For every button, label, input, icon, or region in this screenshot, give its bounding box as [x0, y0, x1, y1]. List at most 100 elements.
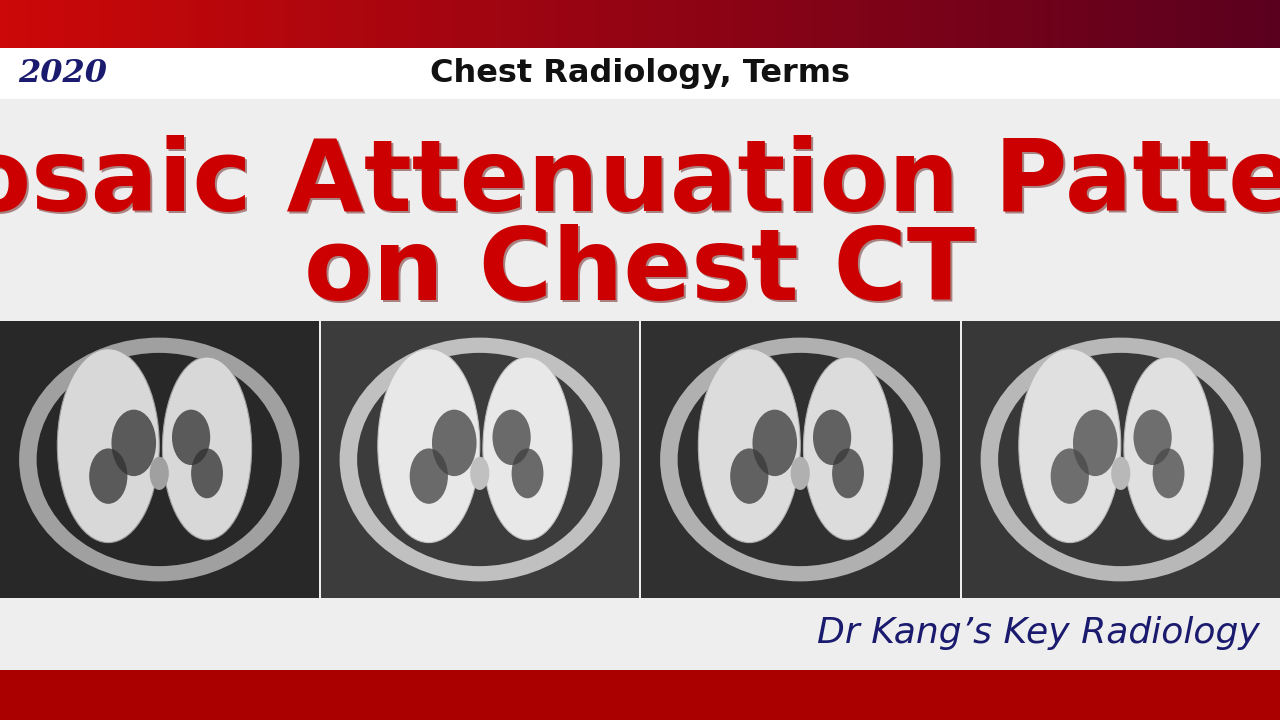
Bar	[282, 0, 285, 48]
Bar	[675, 0, 678, 48]
Bar	[815, 0, 819, 48]
Bar	[644, 0, 649, 48]
Ellipse shape	[410, 449, 448, 504]
Bar	[653, 0, 657, 48]
Bar	[934, 0, 938, 48]
Bar	[154, 0, 157, 48]
Bar	[1212, 0, 1216, 48]
Bar	[294, 0, 298, 48]
Ellipse shape	[1124, 357, 1213, 540]
Bar	[854, 0, 858, 48]
Bar	[1011, 0, 1015, 48]
Bar	[1092, 0, 1097, 48]
Bar	[239, 0, 243, 48]
Bar	[1207, 0, 1212, 48]
Bar	[870, 0, 874, 48]
Bar	[77, 0, 81, 48]
Bar	[256, 0, 260, 48]
Ellipse shape	[980, 338, 1261, 581]
Bar	[721, 0, 726, 48]
Bar	[611, 0, 614, 48]
Bar	[896, 0, 900, 48]
Bar	[797, 0, 803, 48]
Bar	[1258, 0, 1263, 48]
Ellipse shape	[677, 353, 923, 566]
Bar	[342, 0, 346, 48]
Bar	[1161, 0, 1165, 48]
Text: Mosaic Attenuation Pattern: Mosaic Attenuation Pattern	[0, 137, 1280, 234]
Bar	[419, 0, 422, 48]
Ellipse shape	[172, 410, 210, 465]
Bar	[534, 0, 538, 48]
Bar	[86, 0, 90, 48]
Bar	[768, 0, 772, 48]
Bar	[627, 0, 631, 48]
Bar	[823, 0, 828, 48]
Bar	[713, 0, 717, 48]
Bar	[303, 0, 307, 48]
Bar	[0, 0, 4, 48]
Bar	[320, 0, 324, 48]
Bar	[29, 0, 35, 48]
Bar	[678, 0, 682, 48]
Bar	[508, 0, 512, 48]
Bar	[1194, 0, 1199, 48]
Bar	[1169, 0, 1174, 48]
Bar	[119, 0, 124, 48]
Bar	[388, 0, 393, 48]
Bar	[1190, 0, 1194, 48]
Bar	[649, 0, 653, 48]
Bar	[170, 0, 175, 48]
Bar	[470, 0, 474, 48]
Bar	[115, 0, 119, 48]
Bar	[755, 0, 759, 48]
Bar	[1233, 0, 1238, 48]
Bar	[380, 0, 384, 48]
Bar	[995, 0, 998, 48]
Bar	[490, 0, 495, 48]
Bar	[209, 0, 214, 48]
Bar	[1143, 0, 1148, 48]
Ellipse shape	[1134, 410, 1171, 465]
Ellipse shape	[37, 353, 282, 566]
Bar	[4, 0, 9, 48]
Bar	[1245, 0, 1251, 48]
Bar	[1066, 0, 1071, 48]
Bar	[1088, 0, 1092, 48]
Ellipse shape	[493, 410, 531, 465]
Bar	[1216, 0, 1220, 48]
Bar	[943, 0, 947, 48]
Bar	[1139, 0, 1143, 48]
Bar	[529, 0, 534, 48]
Bar	[1105, 0, 1110, 48]
Bar	[1199, 0, 1203, 48]
Bar	[1135, 0, 1139, 48]
Bar	[1254, 0, 1258, 48]
Bar	[106, 0, 111, 48]
Bar	[124, 0, 128, 48]
Bar	[375, 0, 380, 48]
Ellipse shape	[1111, 456, 1130, 490]
Bar	[278, 0, 282, 48]
Bar	[559, 0, 563, 48]
Bar	[550, 0, 554, 48]
Text: Mosaic Attenuation Pattern: Mosaic Attenuation Pattern	[0, 135, 1280, 232]
Bar	[221, 0, 227, 48]
Bar	[918, 0, 922, 48]
Bar	[230, 0, 234, 48]
Bar	[26, 0, 29, 48]
Bar	[631, 0, 636, 48]
Bar	[887, 0, 892, 48]
Bar	[99, 0, 102, 48]
Bar	[777, 0, 781, 48]
Bar	[541, 0, 547, 48]
Bar	[422, 0, 426, 48]
Bar	[585, 0, 589, 48]
Bar	[252, 0, 256, 48]
Bar	[93, 0, 99, 48]
Bar	[1079, 0, 1084, 48]
Bar	[1002, 0, 1007, 48]
Bar	[832, 0, 836, 48]
Text: on Chest CT: on Chest CT	[305, 224, 975, 320]
Bar	[572, 0, 576, 48]
